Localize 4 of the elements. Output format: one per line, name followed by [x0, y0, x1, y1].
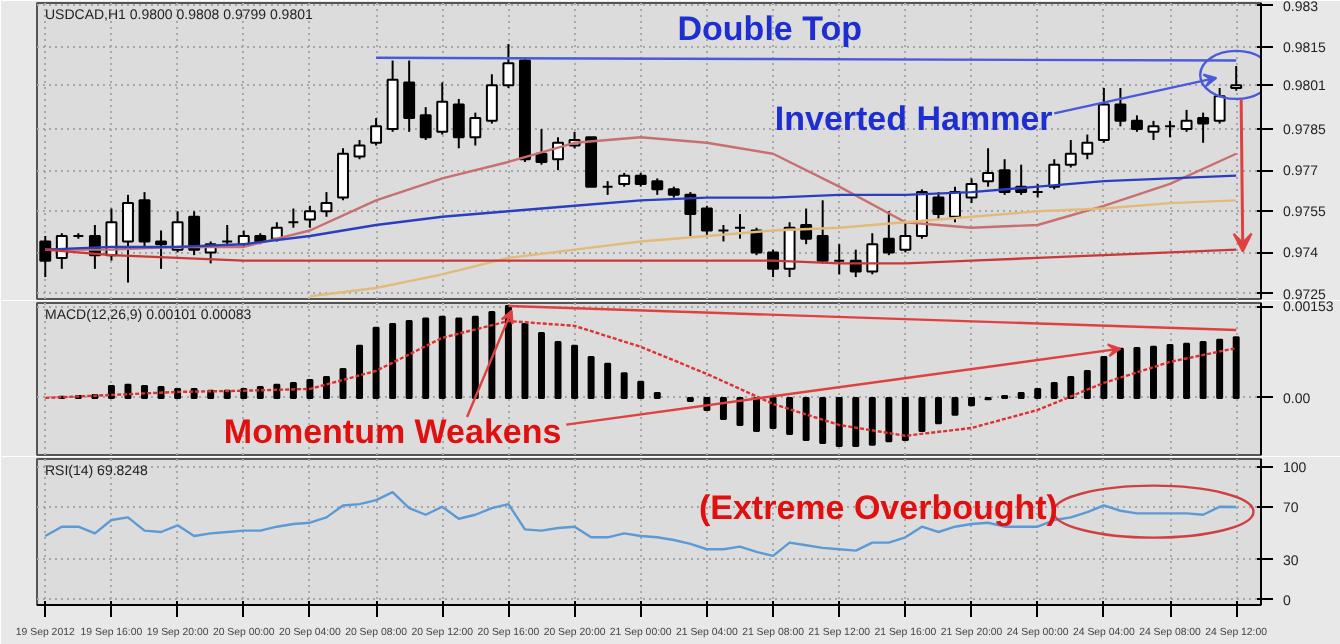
annotation: (Extreme Overbought) — [698, 489, 1058, 527]
annotation: Momentum Weakens — [223, 413, 562, 451]
annotation: Inverted Hammer — [774, 100, 1054, 139]
annotation: Double Top — [677, 9, 862, 48]
